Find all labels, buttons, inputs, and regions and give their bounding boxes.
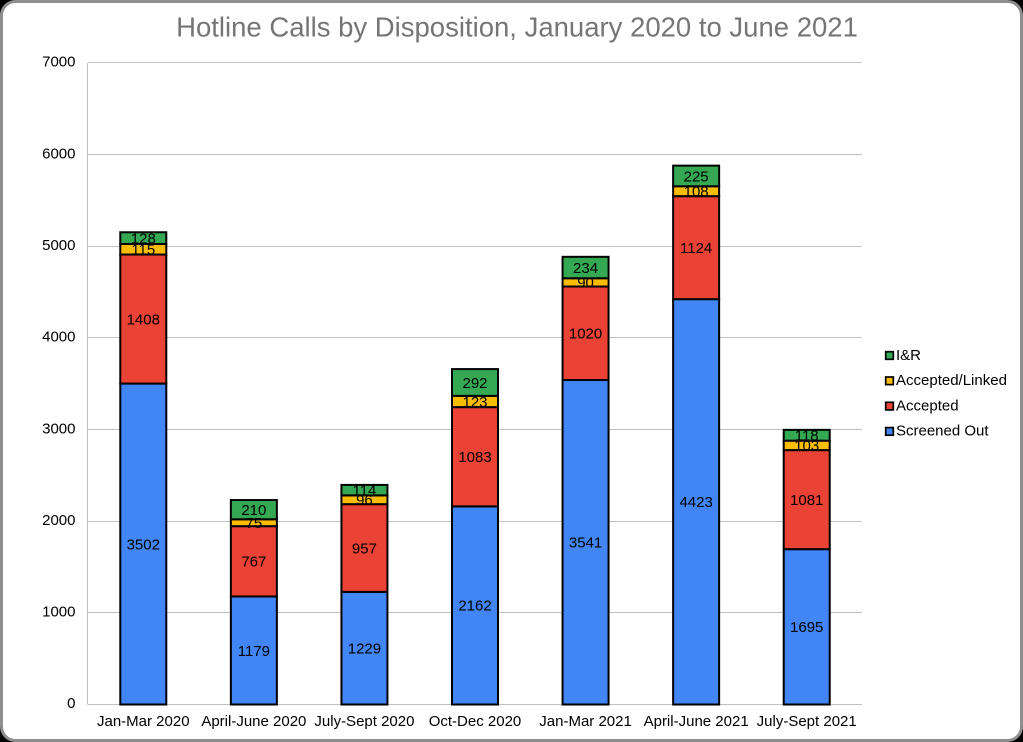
svg-text:0: 0 (67, 695, 75, 712)
svg-text:2000: 2000 (42, 512, 75, 529)
svg-text:210: 210 (241, 502, 266, 519)
svg-text:Jan-Mar 2021: Jan-Mar 2021 (539, 713, 632, 730)
svg-text:3502: 3502 (127, 536, 160, 553)
svg-text:4000: 4000 (42, 329, 75, 346)
svg-text:234: 234 (573, 260, 598, 277)
svg-text:6000: 6000 (42, 145, 75, 162)
svg-text:July-Sept 2021: July-Sept 2021 (757, 713, 857, 730)
svg-text:128: 128 (131, 230, 156, 247)
svg-text:Accepted/Linked: Accepted/Linked (896, 372, 1007, 389)
svg-text:Hotline Calls by Disposition,: Hotline Calls by Disposition, January 20… (176, 12, 858, 43)
svg-text:7000: 7000 (42, 54, 75, 71)
svg-text:April-June 2021: April-June 2021 (644, 713, 749, 730)
svg-text:225: 225 (684, 168, 709, 185)
svg-text:1081: 1081 (790, 492, 823, 509)
svg-text:957: 957 (352, 540, 377, 557)
svg-text:3541: 3541 (569, 535, 602, 552)
svg-text:292: 292 (462, 375, 487, 392)
svg-text:1083: 1083 (458, 449, 491, 466)
svg-text:1695: 1695 (790, 619, 823, 636)
svg-text:123: 123 (462, 394, 487, 411)
svg-text:1408: 1408 (127, 311, 160, 328)
svg-text:1179: 1179 (238, 643, 270, 660)
svg-text:2162: 2162 (458, 598, 491, 615)
svg-text:1229: 1229 (348, 640, 381, 657)
svg-text:108: 108 (684, 184, 709, 201)
svg-text:114: 114 (352, 482, 376, 499)
svg-text:1124: 1124 (680, 240, 712, 257)
svg-text:90: 90 (577, 275, 594, 292)
svg-text:Oct-Dec 2020: Oct-Dec 2020 (429, 713, 522, 730)
svg-text:96: 96 (356, 492, 373, 509)
svg-text:Jan-Mar 2020: Jan-Mar 2020 (97, 713, 190, 730)
svg-text:I&R: I&R (896, 347, 921, 364)
svg-text:4423: 4423 (679, 494, 712, 511)
svg-text:75: 75 (246, 515, 263, 532)
svg-text:3000: 3000 (42, 420, 75, 437)
svg-text:1020: 1020 (569, 326, 602, 343)
svg-text:115: 115 (131, 242, 155, 259)
svg-text:103: 103 (794, 438, 819, 455)
svg-text:April-June 2020: April-June 2020 (201, 713, 306, 730)
svg-text:5000: 5000 (42, 237, 75, 254)
svg-text:Accepted: Accepted (896, 397, 959, 414)
svg-text:118: 118 (795, 428, 819, 445)
svg-text:767: 767 (241, 554, 266, 571)
svg-text:July-Sept 2020: July-Sept 2020 (314, 713, 414, 730)
svg-text:Screened Out: Screened Out (896, 423, 989, 440)
svg-text:1000: 1000 (42, 604, 75, 621)
